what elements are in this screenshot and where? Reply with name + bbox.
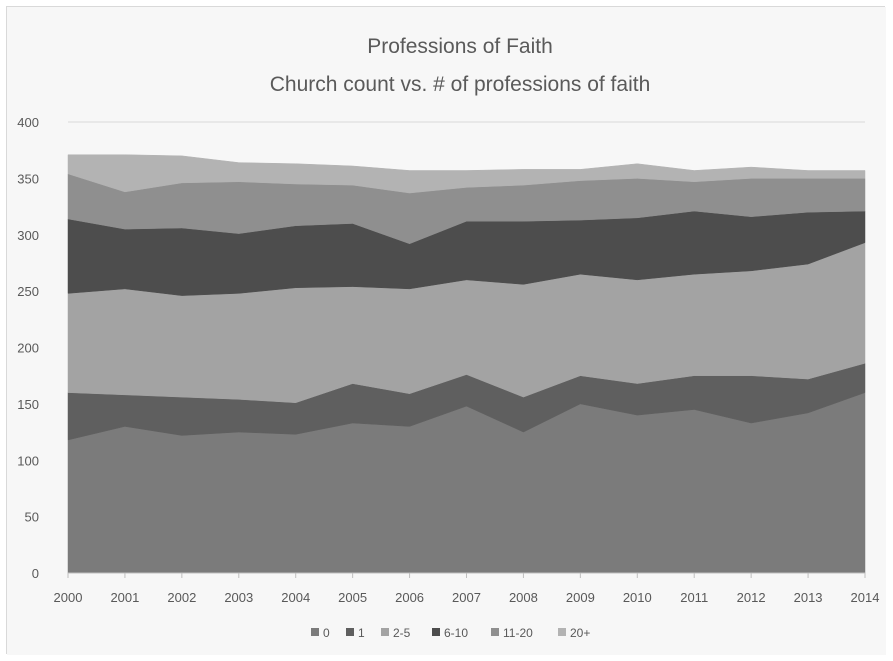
y-tick-label: 300	[17, 228, 39, 243]
legend-label: 0	[323, 626, 330, 640]
legend-item: 0	[311, 626, 330, 640]
legend-label: 11-20	[503, 626, 533, 640]
legend-swatch	[491, 628, 499, 636]
y-tick-label: 250	[17, 284, 39, 299]
y-tick-label: 150	[17, 397, 39, 412]
x-tick-label: 2012	[737, 590, 766, 605]
y-tick-label: 50	[25, 510, 39, 525]
plot-area	[67, 154, 866, 574]
x-tick-label: 2010	[623, 590, 652, 605]
legend-swatch	[558, 628, 566, 636]
x-tick-label: 2004	[281, 590, 310, 605]
legend-swatch	[381, 628, 389, 636]
x-tick-label: 2005	[338, 590, 367, 605]
legend-item: 11-20	[491, 626, 533, 640]
chart-svg: Professions of Faith Church count vs. # …	[7, 7, 886, 655]
legend-label: 20+	[570, 626, 590, 640]
y-tick-label: 100	[17, 453, 39, 468]
x-tick-label: 2001	[110, 590, 139, 605]
x-tick-label: 2008	[509, 590, 538, 605]
y-tick-label: 350	[17, 171, 39, 186]
x-axis: 2000 2001 2002 2003 2004 2005 2006 2007 2008 2009…	[54, 572, 880, 605]
x-tick-label: 2003	[224, 590, 253, 605]
legend-label: 1	[358, 626, 365, 640]
legend-swatch	[346, 628, 354, 636]
legend-item: 1	[346, 626, 365, 640]
legend-label: 6-10	[444, 626, 468, 640]
x-tick-label: 2006	[395, 590, 424, 605]
chart-area: Professions of Faith Church count vs. # …	[6, 6, 886, 655]
x-tick-label: 2014	[851, 590, 880, 605]
legend-item: 20+	[558, 626, 590, 640]
y-tick-label: 400	[17, 115, 39, 130]
legend-swatch	[311, 628, 319, 636]
area-series-20+	[67, 154, 866, 194]
y-axis: 0 50 100 150 200 250 300 350 400	[17, 115, 39, 581]
chart-subtitle: Church count vs. # of professions of fai…	[270, 73, 651, 96]
legend-item: 2-5	[381, 626, 411, 640]
x-tick-label: 2007	[452, 590, 481, 605]
legend: 0 1 2-5 6-10 11-20 20+	[311, 626, 590, 640]
x-tick-label: 2011	[680, 590, 708, 605]
x-tick-label: 2013	[794, 590, 823, 605]
y-tick-label: 0	[32, 566, 39, 581]
x-tick-label: 2009	[566, 590, 595, 605]
legend-swatch	[432, 628, 440, 636]
chart-title: Professions of Faith	[367, 35, 553, 58]
legend-item: 6-10	[432, 626, 468, 640]
x-tick-label: 2002	[167, 590, 196, 605]
y-tick-label: 200	[17, 341, 39, 356]
legend-label: 2-5	[393, 626, 411, 640]
x-tick-label: 2000	[54, 590, 83, 605]
